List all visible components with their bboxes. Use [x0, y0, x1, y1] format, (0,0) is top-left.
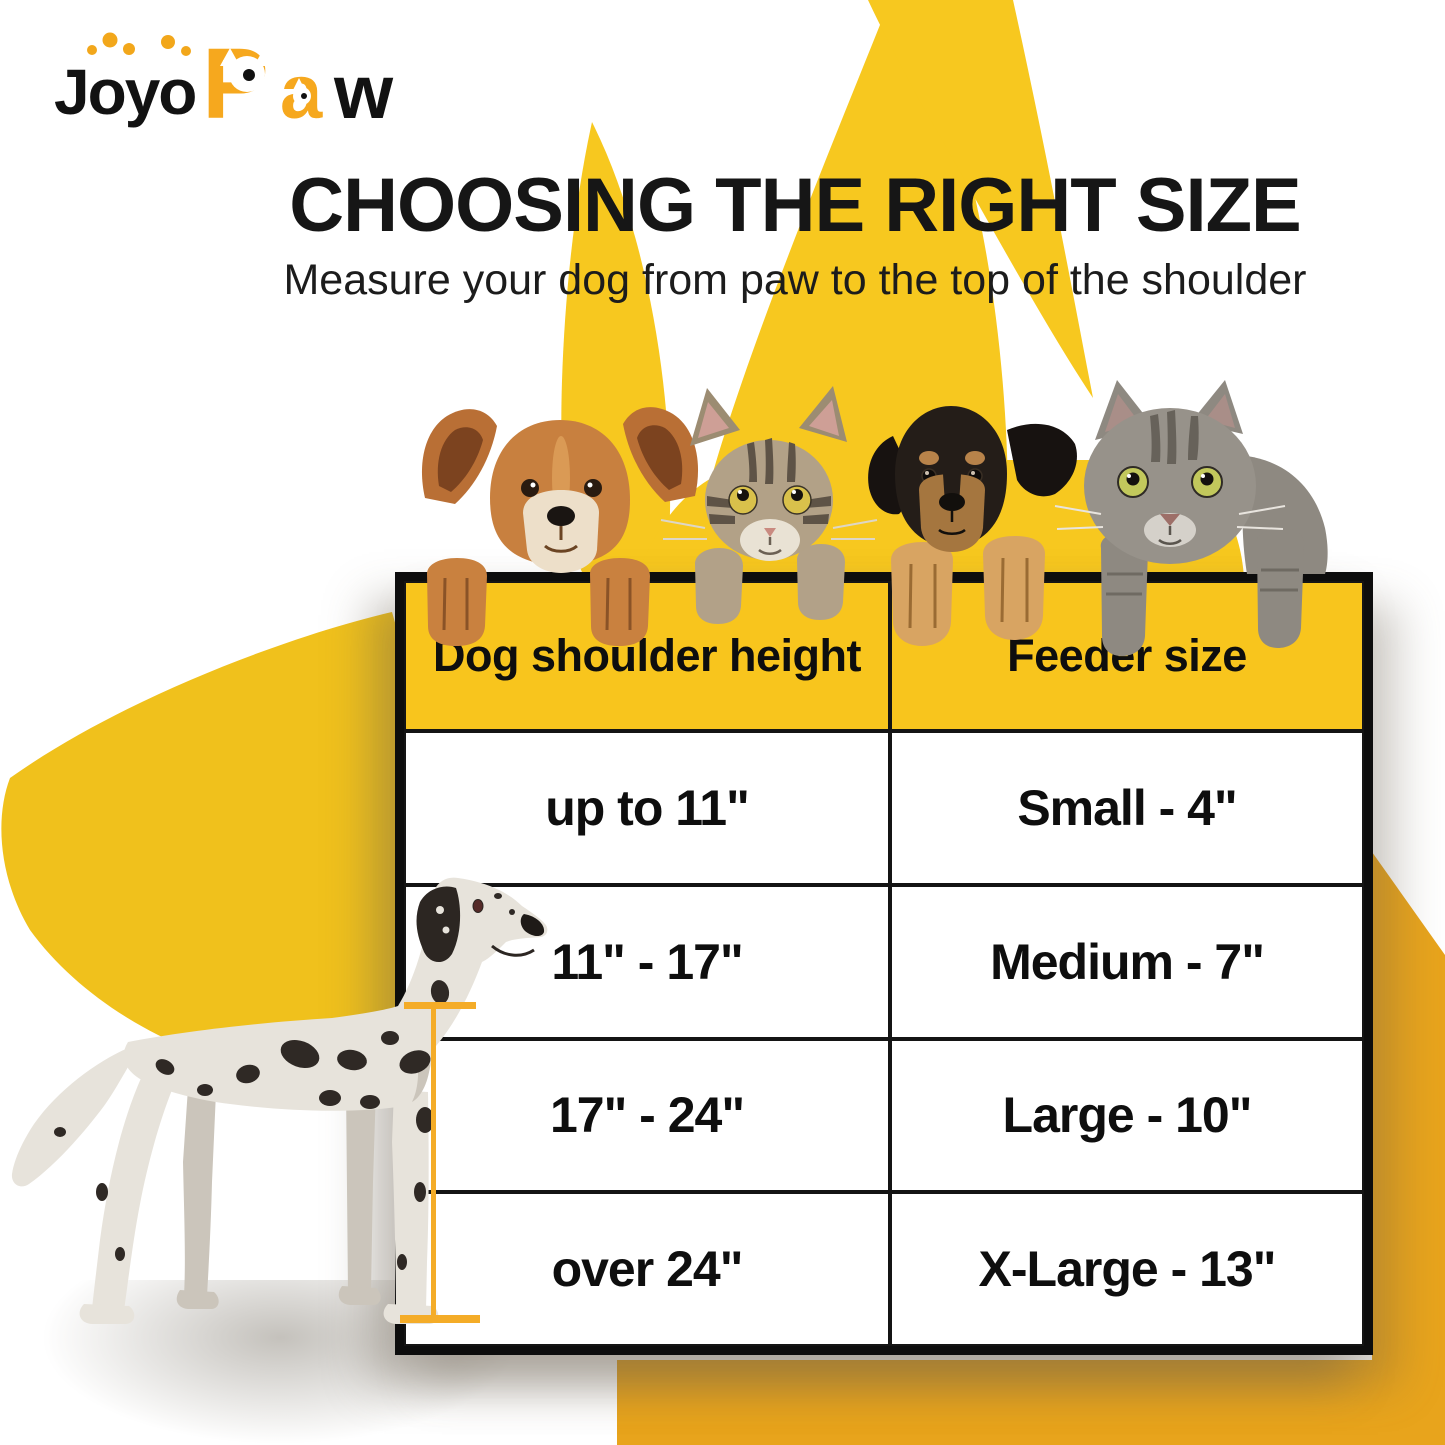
logo-letter-w: w	[333, 50, 394, 130]
page-title: CHOOSING THE RIGHT SIZE	[289, 163, 1302, 248]
table-row: over 24"	[404, 1192, 890, 1346]
tabby-cat	[660, 386, 878, 624]
logo-dog-face-icon	[220, 48, 274, 92]
table-row: Small - 4"	[890, 731, 1364, 885]
table-row: 17" - 24"	[404, 1038, 890, 1193]
brown-dog	[421, 407, 699, 646]
shoulder-height-measure-line	[431, 1004, 436, 1322]
pets-over-table	[421, 380, 1328, 656]
measure-line-bottom-cap	[400, 1315, 480, 1323]
logo-paw-dots	[87, 32, 191, 56]
table-row: Large - 10"	[890, 1038, 1364, 1193]
table-row: up to 11"	[404, 731, 890, 885]
table-row: Medium - 7"	[890, 884, 1364, 1039]
black-tan-puppy	[868, 406, 1077, 646]
measure-line-top-cap	[404, 1002, 476, 1009]
joyopaw-logo: Joyo P a w	[54, 28, 394, 130]
logo-cat-face-icon	[293, 78, 311, 105]
logo-text-joyo: Joyo	[54, 56, 195, 128]
gray-cat	[1054, 380, 1328, 656]
headline-block: CHOOSING THE RIGHT SIZE Measure your dog…	[150, 166, 1440, 305]
dalmatian-illustration	[11, 877, 548, 1324]
dalmatian-spots	[54, 893, 515, 1270]
page-subtitle: Measure your dog from paw to the top of …	[283, 255, 1307, 304]
table-row: X-Large - 13"	[890, 1192, 1364, 1346]
